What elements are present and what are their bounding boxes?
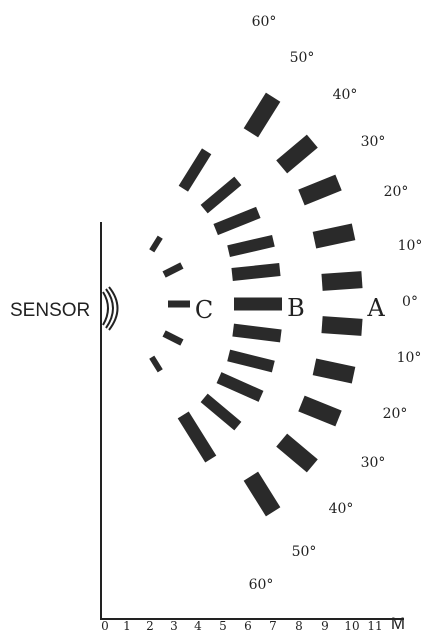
angle-label-upper-30: 30° (361, 134, 386, 150)
distance-tick-5: 5 (219, 619, 227, 631)
distance-ticks: 0 1 2 3 4 5 6 7 8 9 10 11 M (101, 614, 405, 631)
angle-label-lower-40: 40° (329, 501, 354, 517)
angle-label-center-0: 0° (402, 294, 418, 310)
zone-b-segment-9 (216, 372, 264, 402)
zone-b-segment-11 (177, 411, 217, 463)
angle-label-upper-20: 20° (384, 184, 409, 200)
sensor-lens-icon (102, 286, 119, 331)
zone-a-segment-8 (298, 395, 342, 427)
distance-tick-10: 10 (344, 619, 359, 631)
angle-label-upper-10: 10° (398, 238, 423, 254)
angle-label-lower-50: 50° (292, 544, 317, 560)
distance-unit-label: M (391, 614, 405, 631)
zone-b-segment-7 (232, 323, 282, 343)
angle-label-upper-60: 60° (252, 14, 277, 30)
zone-b-segment-4 (227, 234, 275, 258)
zone-segments (149, 92, 363, 517)
zone-b-segment-2 (200, 176, 242, 214)
sensor-label: SENSOR (10, 300, 90, 321)
angle-label-lower-60: 60° (249, 577, 274, 593)
distance-tick-0: 0 (101, 619, 109, 631)
zone-b-segment-10 (200, 393, 242, 431)
zone-a-segment-1 (243, 92, 281, 138)
zone-b-segment-1 (178, 148, 212, 192)
zone-b-segment-8 (227, 349, 275, 373)
distance-tick-2: 2 (146, 619, 154, 631)
angle-label-upper-40: 40° (333, 87, 358, 103)
zone-a-segment-5 (321, 271, 363, 291)
zone-b-segment-3 (213, 206, 261, 236)
angle-label-lower-20: 20° (383, 406, 408, 422)
distance-tick-11: 11 (367, 619, 382, 631)
zone-a-segment-9 (276, 433, 318, 473)
distance-tick-3: 3 (170, 619, 178, 631)
zone-a-segment-7 (312, 358, 356, 384)
zone-b-segment-5 (231, 263, 281, 281)
zone-a-segment-4 (312, 223, 356, 249)
angle-label-lower-10: 10° (397, 350, 422, 366)
distance-tick-6: 6 (244, 619, 252, 631)
zone-c-segment-2 (162, 262, 184, 278)
zone-label-a: A (366, 294, 385, 322)
distance-tick-7: 7 (269, 619, 277, 631)
zone-c-segment-4 (162, 330, 184, 346)
zone-c-segment-1 (149, 235, 163, 253)
angle-label-upper-50: 50° (290, 50, 315, 66)
zone-a-segment-3 (298, 174, 342, 206)
zone-a-segment-2 (276, 134, 318, 174)
angle-label-lower-30: 30° (361, 455, 386, 471)
zone-a-segment-6 (321, 316, 363, 336)
zone-label-c: C (195, 296, 213, 324)
zone-c-segment-3 (168, 300, 190, 308)
distance-tick-9: 9 (321, 619, 329, 631)
distance-tick-4: 4 (194, 619, 202, 631)
distance-tick-8: 8 (295, 619, 303, 631)
zone-a-segment-10 (243, 471, 281, 517)
distance-tick-1: 1 (123, 619, 131, 631)
zone-c-segment-5 (149, 355, 163, 373)
zone-b-segment-6 (234, 297, 282, 311)
zone-label-b: B (287, 294, 305, 322)
